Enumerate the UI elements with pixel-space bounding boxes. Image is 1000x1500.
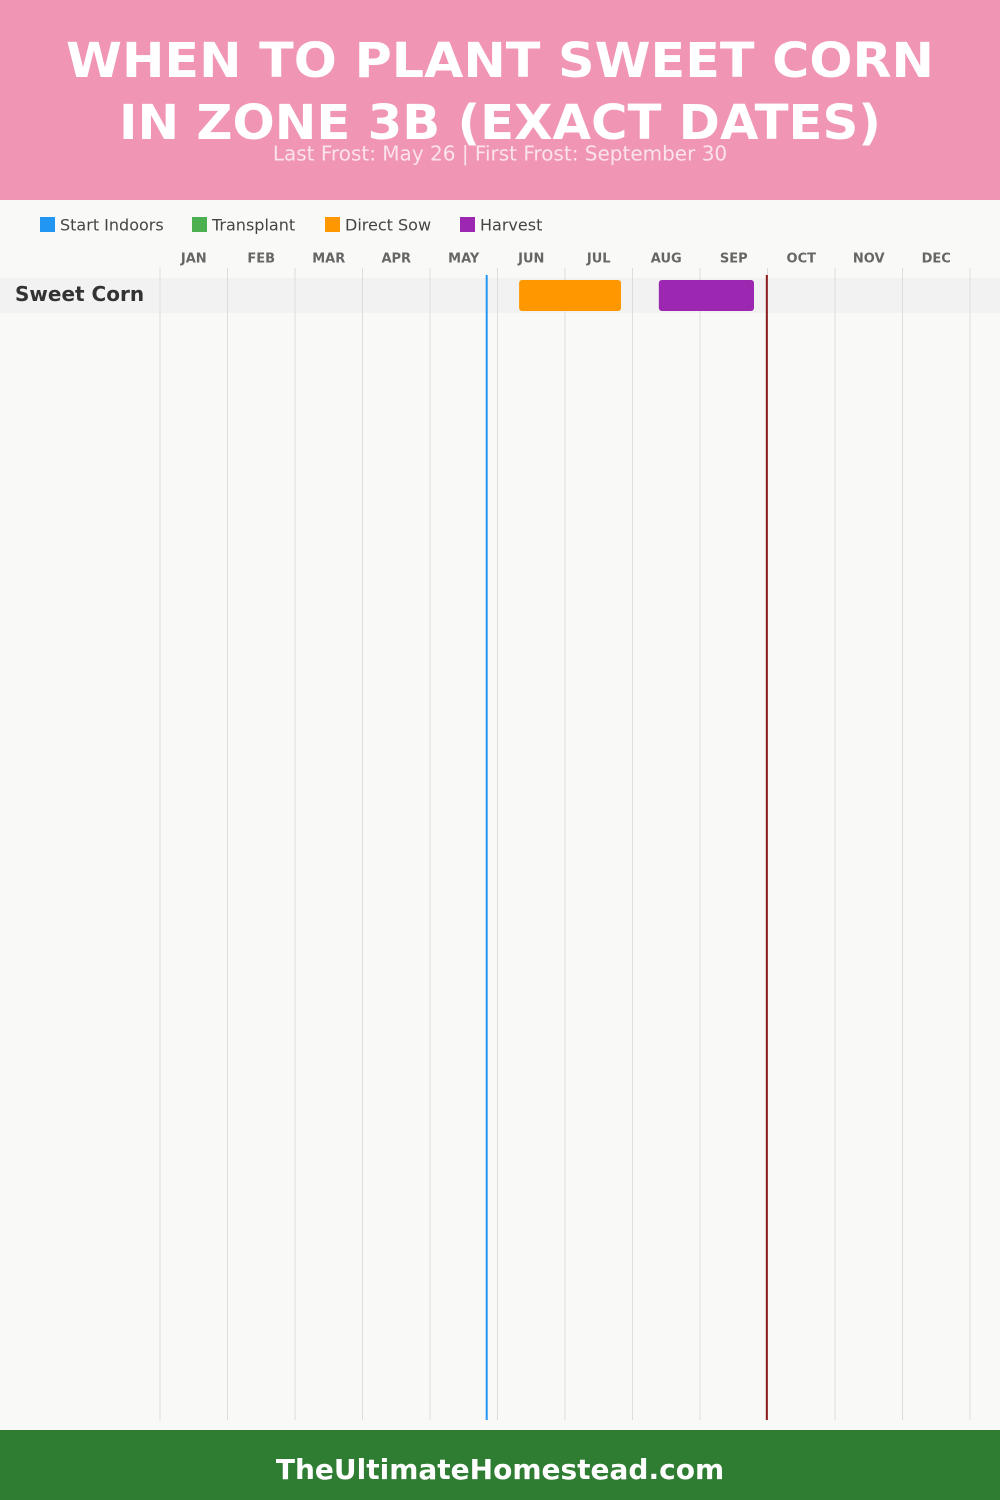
footer-text: TheUltimateHomestead.com xyxy=(276,1453,724,1486)
row-band xyxy=(0,278,1000,313)
month-label: APR xyxy=(381,252,411,267)
chart-title: IN ZONE 3B (EXACT DATES) xyxy=(119,95,881,151)
legend-swatch xyxy=(460,217,475,232)
month-label: NOV xyxy=(853,252,885,267)
legend-swatch xyxy=(325,217,340,232)
legend-swatch xyxy=(192,217,207,232)
month-label: SEP xyxy=(720,252,748,267)
chart-title: WHEN TO PLANT SWEET CORN xyxy=(66,33,934,89)
month-label: JUL xyxy=(586,252,611,267)
legend-swatch xyxy=(40,217,55,232)
month-label: OCT xyxy=(787,252,817,267)
month-label: FEB xyxy=(247,252,275,267)
row-label: Sweet Corn xyxy=(15,282,144,306)
footer xyxy=(0,1430,1000,1500)
month-label: MAR xyxy=(312,252,345,267)
month-label: DEC xyxy=(922,252,951,267)
header xyxy=(0,0,1000,200)
task-bar xyxy=(519,280,622,311)
legend-label: Transplant xyxy=(211,216,295,235)
legend-label: Harvest xyxy=(480,216,542,235)
subtitle: Last Frost: May 26 | First Frost: Septem… xyxy=(273,142,727,166)
task-bar xyxy=(658,280,754,311)
legend-label: Direct Sow xyxy=(345,216,431,235)
month-label: MAY xyxy=(448,252,480,267)
month-label: AUG xyxy=(651,252,682,267)
legend-label: Start Indoors xyxy=(60,216,164,235)
month-label: JUN xyxy=(517,252,544,267)
month-label: JAN xyxy=(180,252,207,267)
